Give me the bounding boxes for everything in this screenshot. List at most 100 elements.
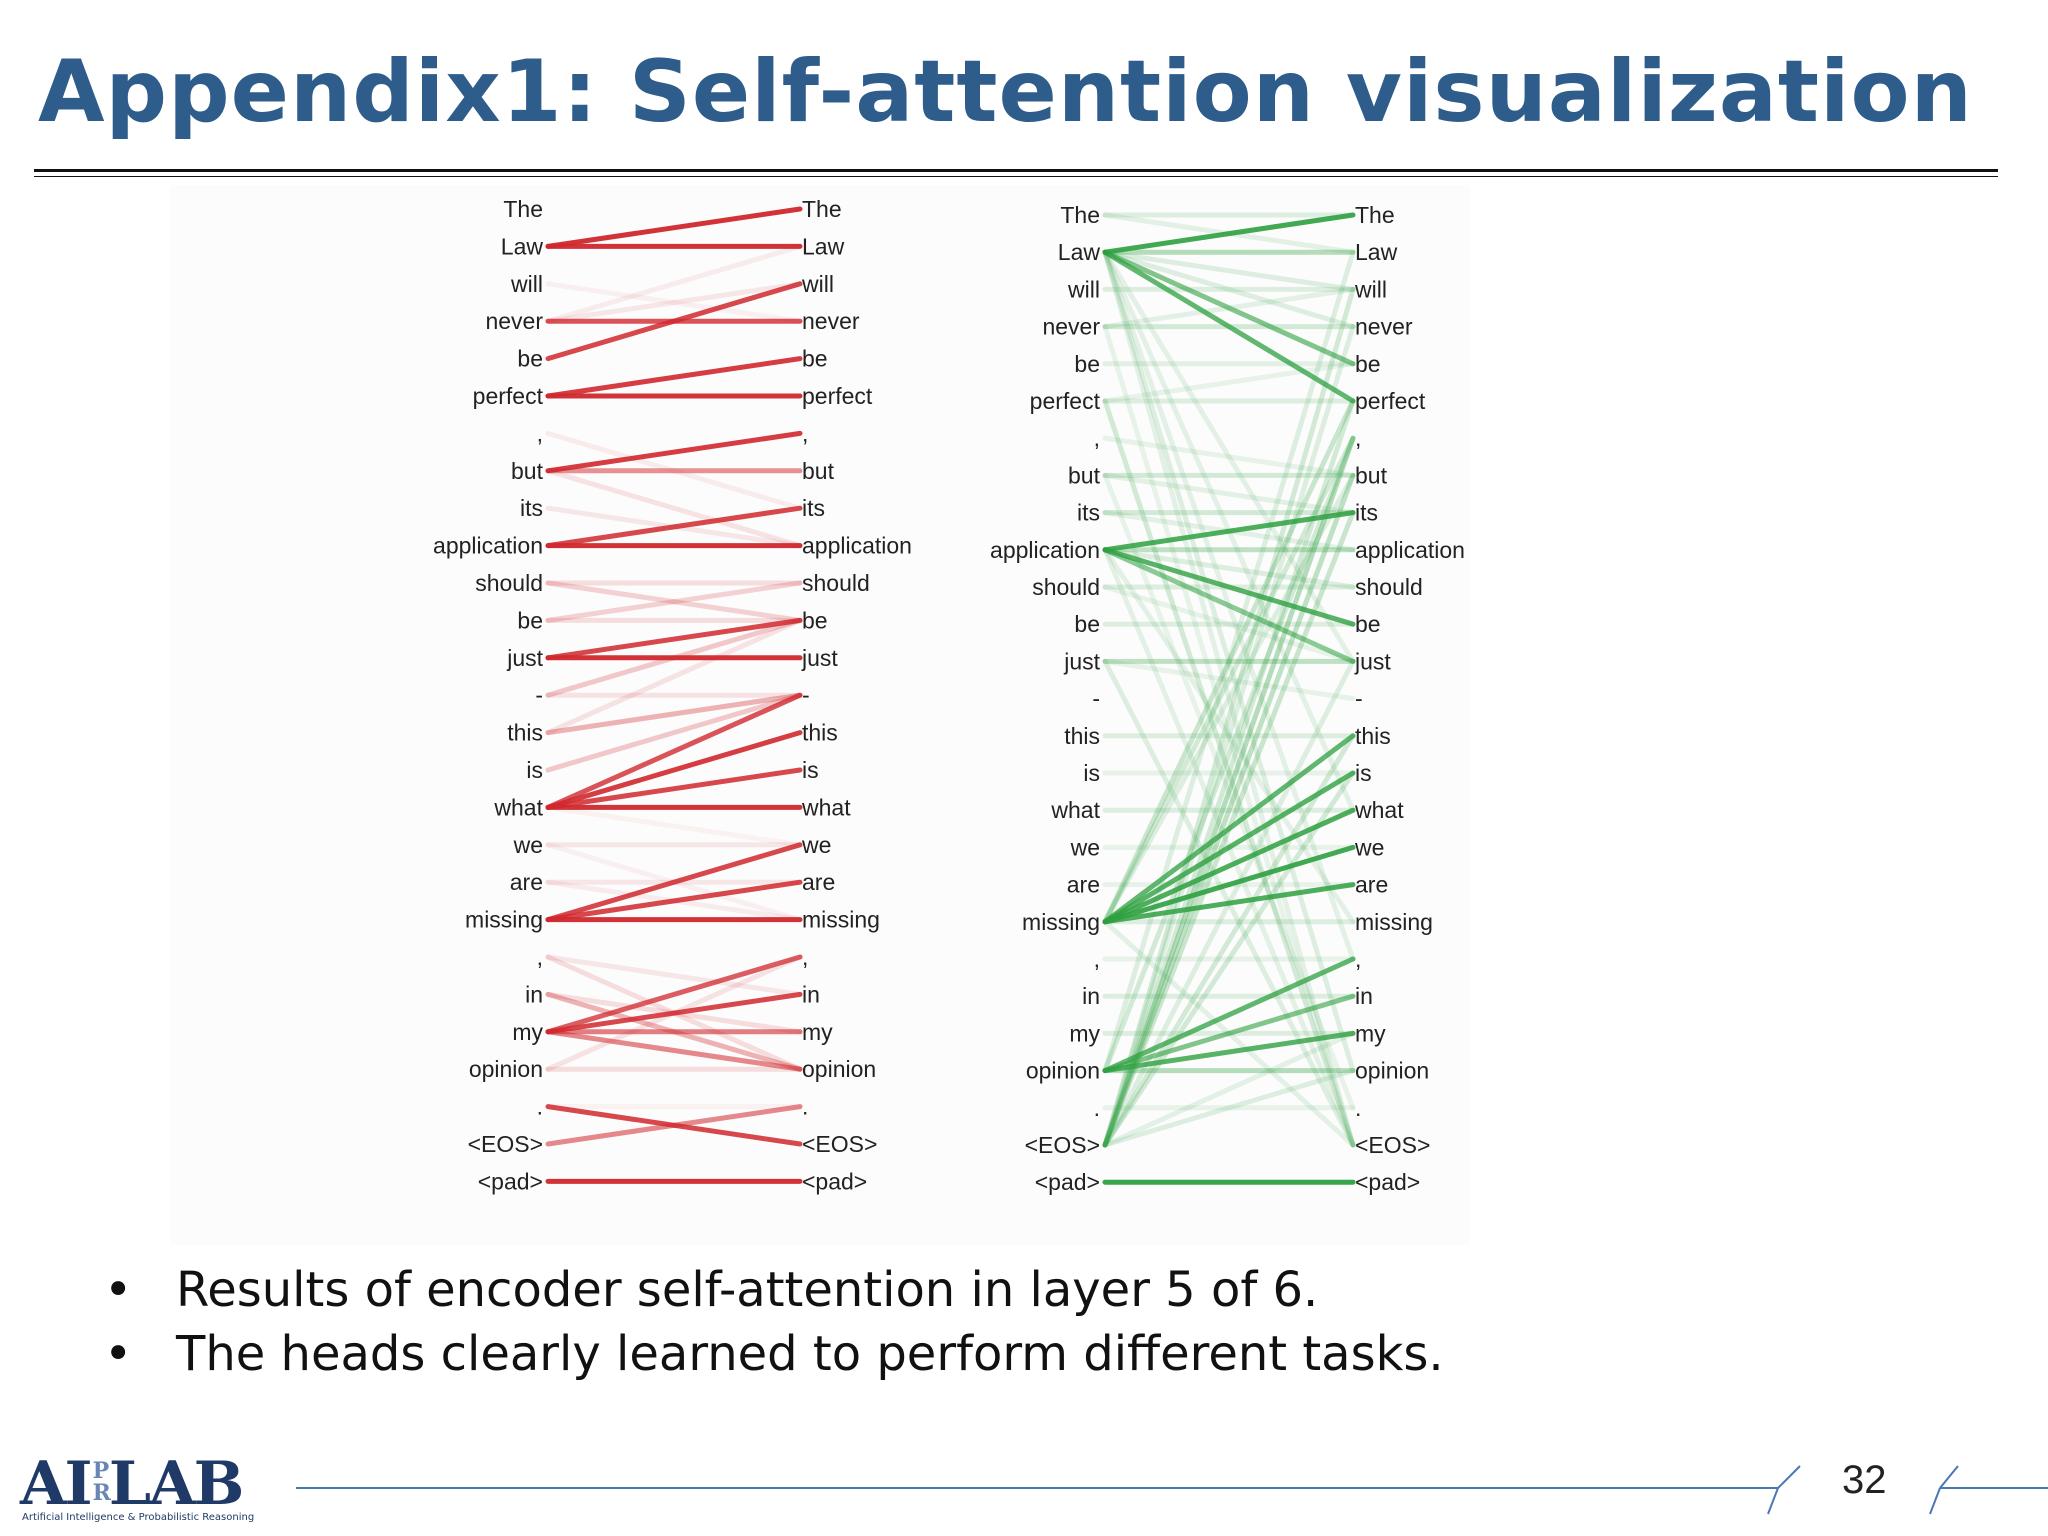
token-label-right: , bbox=[1355, 946, 1361, 972]
token-label-right: <EOS> bbox=[1355, 1132, 1430, 1158]
token-label-left: be bbox=[1074, 611, 1100, 637]
attention-link bbox=[1102, 807, 1356, 925]
bullet-item: • Results of encoder self-attention in l… bbox=[104, 1258, 1444, 1322]
bullet-item: • The heads clearly learned to perform d… bbox=[104, 1322, 1444, 1386]
attention-link bbox=[545, 842, 803, 923]
attention-link bbox=[1102, 919, 1356, 1148]
token-label-left: , bbox=[1094, 425, 1100, 451]
bullet-text: Results of encoder self-attention in lay… bbox=[176, 1262, 1319, 1318]
attention-link bbox=[545, 430, 803, 474]
attention-head-2: The The Law Law will will never never be be perfec… bbox=[990, 202, 1465, 1195]
token-label-left: opinion bbox=[469, 1056, 543, 1082]
token-label-right: but bbox=[802, 458, 835, 484]
token-label-right: <pad> bbox=[1355, 1169, 1420, 1195]
token-label-left: this bbox=[1064, 723, 1100, 749]
token-label-left: we bbox=[1070, 834, 1100, 860]
token-label-right: in bbox=[802, 981, 820, 1007]
token-label-left: we bbox=[513, 832, 543, 858]
token-label-left: are bbox=[1067, 872, 1100, 898]
token-label-right: what bbox=[801, 794, 851, 820]
token-label-right: in bbox=[1355, 983, 1373, 1009]
token-label-right: missing bbox=[802, 907, 880, 933]
page-number: 32 bbox=[1842, 1458, 1887, 1502]
attention-link bbox=[545, 954, 803, 1035]
token-label-right: is bbox=[802, 757, 819, 783]
token-label-right: be bbox=[802, 346, 828, 372]
token-label-left: be bbox=[1074, 351, 1100, 377]
token-label-left: <EOS> bbox=[1025, 1132, 1100, 1158]
token-label-right: opinion bbox=[802, 1056, 876, 1082]
attention-link bbox=[1102, 286, 1356, 330]
token-label-left: what bbox=[493, 794, 543, 820]
token-label-right: are bbox=[802, 869, 835, 895]
attention-link bbox=[1102, 398, 1356, 925]
attention-link bbox=[1102, 1030, 1356, 1148]
token-label-left: The bbox=[503, 196, 543, 222]
attention-link bbox=[545, 356, 803, 399]
attention-link bbox=[1102, 1068, 1356, 1148]
token-label-right: we bbox=[1354, 834, 1384, 860]
attention-link bbox=[1102, 547, 1356, 664]
token-label-left: my bbox=[1069, 1020, 1100, 1046]
attention-link bbox=[1102, 844, 1356, 925]
token-label-left: perfect bbox=[473, 383, 544, 409]
token-label-right: opinion bbox=[1355, 1058, 1429, 1084]
attention-link bbox=[1102, 435, 1356, 478]
attention-link bbox=[1102, 658, 1356, 702]
token-label-left: missing bbox=[1022, 909, 1100, 935]
token-label-right: this bbox=[802, 720, 838, 746]
attention-link bbox=[1102, 472, 1356, 516]
attention-link bbox=[545, 954, 803, 997]
attention-link bbox=[545, 692, 803, 810]
attention-link bbox=[1102, 435, 1356, 925]
attention-link bbox=[545, 468, 803, 549]
token-label-right: is bbox=[1355, 760, 1372, 786]
token-label-right: <pad> bbox=[802, 1168, 867, 1194]
bullet-list: • Results of encoder self-attention in l… bbox=[104, 1258, 1444, 1386]
token-label-left: my bbox=[512, 1019, 543, 1045]
token-label-left: in bbox=[1082, 983, 1100, 1009]
attention-link bbox=[1102, 249, 1356, 330]
attention-link bbox=[545, 281, 803, 362]
token-label-right: never bbox=[802, 308, 860, 334]
token-label-left: , bbox=[537, 944, 543, 970]
token-label-left: be bbox=[517, 346, 543, 372]
token-label-right: . bbox=[802, 1094, 808, 1120]
token-label-right: my bbox=[802, 1019, 833, 1045]
token-label-right: its bbox=[802, 495, 825, 521]
attention-link bbox=[1102, 956, 1356, 1074]
title-rule bbox=[34, 169, 1998, 172]
attention-link bbox=[545, 879, 803, 923]
logo-subtitle: Artificial Intelligence & Probabilistic … bbox=[22, 1512, 255, 1523]
token-label-right: are bbox=[1355, 872, 1388, 898]
token-label-left: its bbox=[520, 495, 543, 521]
attention-link bbox=[1102, 249, 1356, 404]
token-label-right: this bbox=[1355, 723, 1391, 749]
attention-link bbox=[1102, 770, 1356, 925]
attention-link bbox=[1102, 658, 1356, 1148]
token-label-left: - bbox=[1092, 686, 1100, 712]
token-label-left: will bbox=[1067, 276, 1100, 302]
attention-link bbox=[1102, 472, 1356, 1148]
token-label-right: The bbox=[1355, 202, 1395, 228]
attention-link bbox=[1102, 472, 1356, 925]
attention-link bbox=[1102, 547, 1356, 627]
token-label-left: in bbox=[525, 981, 543, 1007]
attention-link bbox=[1102, 584, 1356, 664]
attention-link bbox=[1102, 361, 1356, 404]
attention-link bbox=[1102, 249, 1356, 1074]
token-label-left: , bbox=[1094, 946, 1100, 972]
attention-link bbox=[1102, 993, 1356, 1074]
token-label-left: be bbox=[517, 607, 543, 633]
attention-link bbox=[545, 1029, 803, 1072]
attention-link bbox=[545, 580, 803, 623]
token-label-right: we bbox=[801, 832, 831, 858]
token-label-left: should bbox=[475, 570, 543, 596]
token-label-left: never bbox=[485, 308, 543, 334]
attention-link bbox=[1102, 510, 1356, 1148]
token-label-right: perfect bbox=[802, 383, 873, 409]
token-label-left: application bbox=[990, 537, 1100, 563]
attention-link bbox=[545, 730, 803, 810]
token-label-left: its bbox=[1077, 500, 1100, 526]
attention-link bbox=[545, 206, 803, 249]
